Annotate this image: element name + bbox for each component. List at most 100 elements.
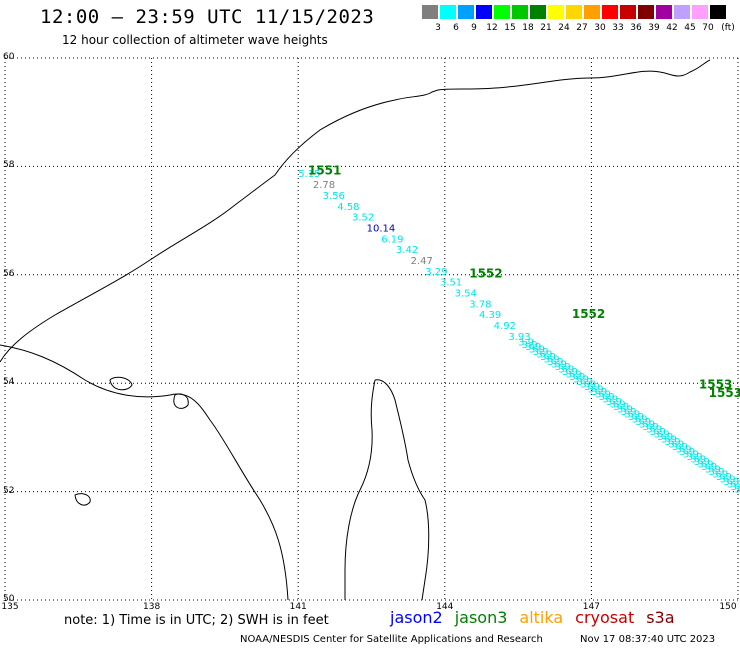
legend-swatch	[602, 5, 618, 19]
swh-value: 2.78	[313, 180, 335, 191]
legend-label: 27	[576, 23, 588, 33]
swh-value-dense: 3.9	[646, 425, 662, 436]
swh-value-dense: 3.9	[720, 474, 736, 485]
swh-value: 3.42	[396, 245, 418, 256]
swh-value-dense: 3.9	[544, 355, 560, 366]
lon-tick-label: 141	[289, 602, 307, 612]
pass-number: 1552	[572, 307, 605, 321]
legend-swatch	[566, 5, 582, 19]
legend-swatch	[440, 5, 456, 19]
swh-value-dense: 3.9	[654, 430, 670, 441]
lat-tick-label: 60	[3, 52, 15, 62]
lat-lon-grid	[4, 57, 739, 601]
lat-tick-label: 52	[3, 485, 15, 496]
lon-tick-label: 138	[143, 602, 161, 612]
lon-tick-label: 144	[436, 602, 454, 612]
swh-value-dense: 3.9	[690, 454, 706, 465]
legend-swatch	[422, 5, 438, 19]
satellite-name: cryosat	[575, 608, 635, 627]
legend-label: 39	[648, 23, 660, 33]
legend-swatch	[674, 5, 690, 19]
satellite-name: jason3	[454, 608, 508, 627]
swh-value: 6.19	[381, 234, 403, 245]
satellite-legend: jason2 jason3 altika cryosat s3a	[390, 608, 687, 627]
lat-tick-label: 58	[3, 160, 15, 171]
pass-number: 1551	[308, 164, 341, 178]
satellite-name: s3a	[646, 608, 675, 627]
lon-tick-label: 135	[1, 602, 19, 612]
legend-label: 45	[684, 23, 696, 33]
legend-label: 30	[594, 23, 606, 33]
swh-value-dense: 3.9	[723, 477, 739, 488]
legend-label: 15	[504, 23, 516, 33]
satellite-track: 5.152.783.564.583.5210.146.193.422.473.2…	[298, 169, 740, 495]
legend-label: 3	[435, 23, 441, 33]
swh-value-dense: 3.9	[657, 432, 673, 443]
swh-value-dense: 3.9	[555, 362, 571, 373]
lat-tick-label: 56	[3, 268, 15, 279]
swh-value-dense: 3.9	[661, 434, 677, 445]
swh-value-dense: 3.9	[595, 390, 611, 401]
swh-value-dense: 3.9	[731, 482, 740, 493]
swh-value-dense: 3.9	[536, 350, 552, 361]
swh-value-dense: 3.9	[547, 357, 563, 368]
legend-label: 36	[630, 23, 642, 33]
swh-value-dense: 3.9	[569, 372, 585, 383]
legend-swatch	[530, 5, 546, 19]
pass-number: 1553	[709, 386, 740, 400]
pass-number: 1552	[469, 267, 502, 281]
swh-value-dense: 3.9	[540, 352, 556, 363]
swh-value-dense: 3.9	[610, 400, 626, 411]
swh-value-dense: 3.9	[518, 337, 534, 348]
pass-number: 1553	[699, 378, 732, 392]
legend-label: 6	[453, 23, 459, 33]
swh-value: 3.93	[508, 332, 530, 343]
swh-value-dense: 3.9	[676, 444, 692, 455]
swh-value-dense: 3.9	[584, 382, 600, 393]
legend-label: 9	[471, 23, 477, 33]
swh-value-dense: 3.9	[533, 347, 549, 358]
sakhalin-east-coastline	[344, 379, 376, 600]
swh-value-dense: 3.9	[694, 457, 710, 468]
page-title: 12:00 – 23:59 UTC 11/15/2023	[40, 6, 375, 28]
swh-value: 3.51	[440, 278, 462, 289]
swh-value-dense: 3.9	[580, 380, 596, 391]
legend-swatch	[692, 5, 708, 19]
swh-value-dense: 3.9	[551, 360, 567, 371]
swh-color-legend: 3 6 9 12 15 18 21 24 27 30 33 36 39 42 45 70 (ft)	[422, 5, 735, 35]
swh-value-dense: 3.9	[727, 479, 740, 490]
swh-value-dense: 3.9	[632, 415, 648, 426]
legend-swatch	[548, 5, 564, 19]
swh-value-dense: 3.9	[566, 370, 582, 381]
swh-value: 3.56	[323, 191, 345, 202]
swh-value-dense: 3.9	[639, 420, 655, 431]
swh-value-dense: 3.9	[562, 367, 578, 378]
satellite-name: altika	[519, 608, 564, 627]
coastline	[0, 59, 711, 601]
legend-label: 18	[522, 23, 534, 33]
legend-label: 12	[486, 23, 498, 33]
legend-swatch	[512, 5, 528, 19]
swh-value-dense: 3.9	[617, 405, 633, 416]
credit-line: NOAA/NESDIS Center for Satellite Applica…	[240, 634, 543, 645]
island-small	[74, 493, 91, 506]
swh-value: 3.52	[352, 213, 374, 224]
legend-swatch	[476, 5, 492, 19]
legend-swatch	[620, 5, 636, 19]
swh-value: 3.78	[469, 299, 491, 310]
swh-value-dense: 3.9	[602, 395, 618, 406]
swh-value-dense: 3.9	[591, 387, 607, 398]
swh-value-dense: 3.9	[679, 447, 695, 458]
legend-swatch	[656, 5, 672, 19]
lon-tick-label: 147	[582, 602, 600, 612]
swh-value-dense: 3.9	[621, 407, 637, 418]
swh-value-dense: 3.9	[635, 417, 651, 428]
swh-value: 4.58	[337, 202, 359, 213]
legend-unit: (ft)	[721, 23, 735, 33]
swh-value: 4.39	[479, 310, 501, 321]
swh-value-dense: 3.9	[734, 484, 740, 495]
swh-value-dense: 3.9	[701, 462, 717, 473]
swh-value: 3.29	[425, 267, 447, 278]
